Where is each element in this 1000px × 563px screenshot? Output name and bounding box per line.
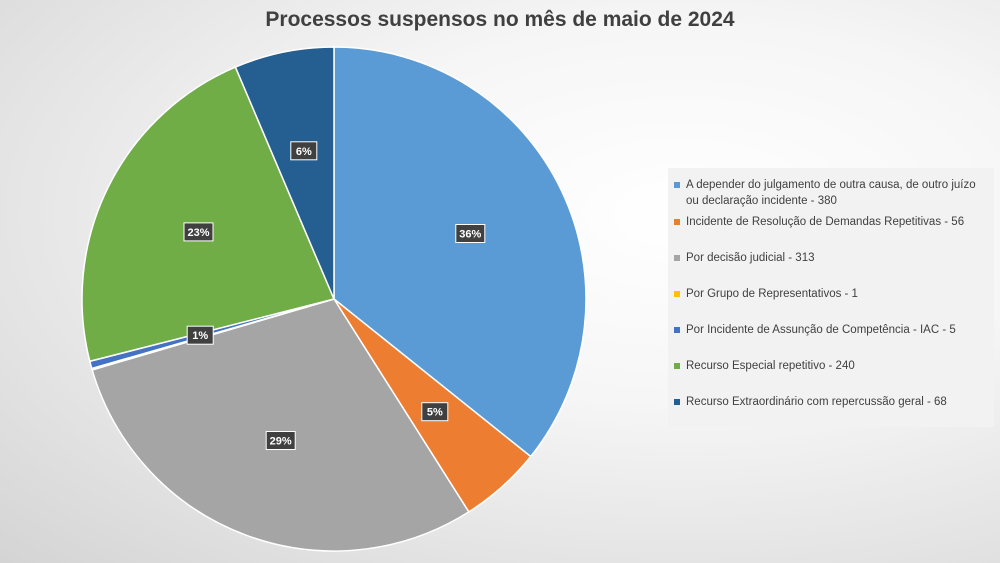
svg-text:23%: 23% — [187, 227, 209, 239]
legend-item-6: Recurso Especial repetitivo - 240 — [674, 358, 988, 394]
pie-slice-6 — [81, 66, 336, 363]
legend-item-1: A depender do julgamento de outra causa,… — [674, 177, 988, 214]
legend-label: Por Incidente de Assunção de Competência… — [686, 324, 956, 336]
legend-swatch — [674, 182, 680, 188]
svg-text:6%: 6% — [296, 146, 312, 158]
svg-text:1%: 1% — [192, 330, 208, 342]
legend-swatch — [674, 219, 680, 225]
legend-label: Por decisão judicial - 313 — [686, 252, 815, 264]
data-label-5: 1% — [186, 325, 214, 345]
chart-title: Processos suspensos no mês de maio de 20… — [265, 8, 735, 31]
legend-swatch — [674, 291, 680, 297]
pie-slice-1 — [333, 46, 587, 458]
data-label-7: 6% — [290, 141, 318, 161]
svg-text:5%: 5% — [427, 407, 443, 419]
legend-swatch — [674, 363, 680, 369]
legend-label: Recurso Especial repetitivo - 240 — [686, 360, 855, 372]
legend-swatch — [674, 327, 680, 333]
svg-text:29%: 29% — [270, 436, 292, 448]
legend-item-4: Por Grupo de Representativos - 1 — [674, 286, 988, 322]
legend-swatch — [674, 255, 680, 261]
pie-slice-7 — [234, 46, 335, 300]
legend-item-3: Por decisão judicial - 313 — [674, 250, 988, 286]
data-label-6: 23% — [183, 222, 214, 242]
legend-label: Incidente de Resolução de Demandas Repet… — [686, 216, 965, 228]
legend-item-5: Por Incidente de Assunção de Competência… — [674, 322, 988, 358]
legend-label: Recurso Extraordinário com repercussão g… — [686, 396, 947, 408]
legend-item-2: Incidente de Resolução de Demandas Repet… — [674, 214, 988, 250]
legend-label: Por Grupo de Representativos - 1 — [686, 288, 858, 300]
legend-item-7: Recurso Extraordinário com repercussão g… — [674, 394, 988, 430]
legend-label: A depender do julgamento de outra causa,… — [686, 179, 976, 207]
data-label-3: 29% — [265, 431, 296, 450]
chart-legend: A depender do julgamento de outra causa,… — [668, 168, 994, 427]
legend-swatch — [674, 399, 680, 405]
data-label-2: 5% — [421, 402, 449, 422]
pie-slice-3 — [91, 298, 470, 552]
data-label-1: 36% — [455, 224, 486, 243]
svg-text:36%: 36% — [459, 229, 481, 241]
